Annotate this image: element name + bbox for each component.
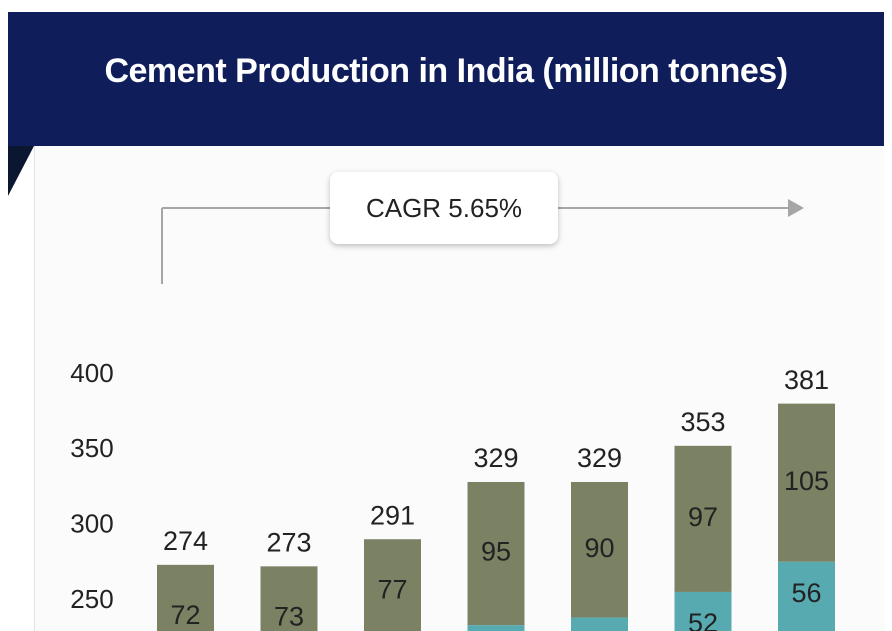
chart-title: Cement Production in India (million tonn…: [104, 52, 788, 90]
bar-lower-segment-3: [467, 625, 525, 631]
bar-total-label-3: 329: [473, 443, 518, 473]
bar-upper-label-3: 95: [481, 537, 511, 567]
bar-total-label-2: 291: [370, 500, 415, 530]
y-tick-label-3: 400: [70, 358, 113, 388]
bar-upper-label-4: 90: [584, 533, 614, 563]
bar-lower-segment-5: [674, 591, 732, 631]
title-banner: [8, 12, 884, 146]
bar-upper-segment-3: [467, 481, 525, 626]
bar-upper-segment-0: [157, 564, 214, 631]
bar-upper-segment-1: [260, 566, 318, 631]
y-tick-label-1: 300: [70, 509, 113, 539]
bar-upper-label-2: 77: [377, 574, 407, 604]
bar-upper-label-0: 72: [170, 600, 200, 630]
bar-upper-segment-2: [364, 539, 421, 631]
bar-total-label-0: 274: [163, 526, 208, 556]
banner-fold: [8, 146, 34, 196]
y-tick-label-0: 250: [70, 584, 113, 614]
bar-total-label-5: 353: [680, 407, 725, 437]
bars: 274 72 273 73 291 77 329 95 329 90 353 97 52 381 105 56: [157, 365, 835, 631]
bar-upper-label-1: 73: [274, 601, 304, 631]
cagr-annotation: CAGR 5.65%: [330, 172, 558, 244]
bar-lower-segment-4: [571, 617, 628, 631]
bar-upper-label-5: 97: [688, 502, 718, 532]
bar-upper-segment-4: [571, 481, 628, 618]
bar-upper-segment-5: [674, 445, 732, 592]
bar-total-label-6: 381: [784, 365, 829, 395]
bar-upper-label-6: 105: [784, 466, 829, 496]
bar-total-label-4: 329: [577, 443, 622, 473]
bar-lower-label-5: 52: [688, 608, 718, 631]
bar-total-label-1: 273: [266, 527, 311, 557]
bar-lower-segment-6: [778, 561, 835, 631]
y-tick-label-2: 350: [70, 433, 113, 463]
cagr-arrow-head: [788, 199, 804, 217]
bar-lower-label-6: 56: [791, 578, 821, 608]
bar-upper-segment-6: [778, 403, 835, 562]
y-axis: 250 300 350 400: [70, 358, 113, 614]
